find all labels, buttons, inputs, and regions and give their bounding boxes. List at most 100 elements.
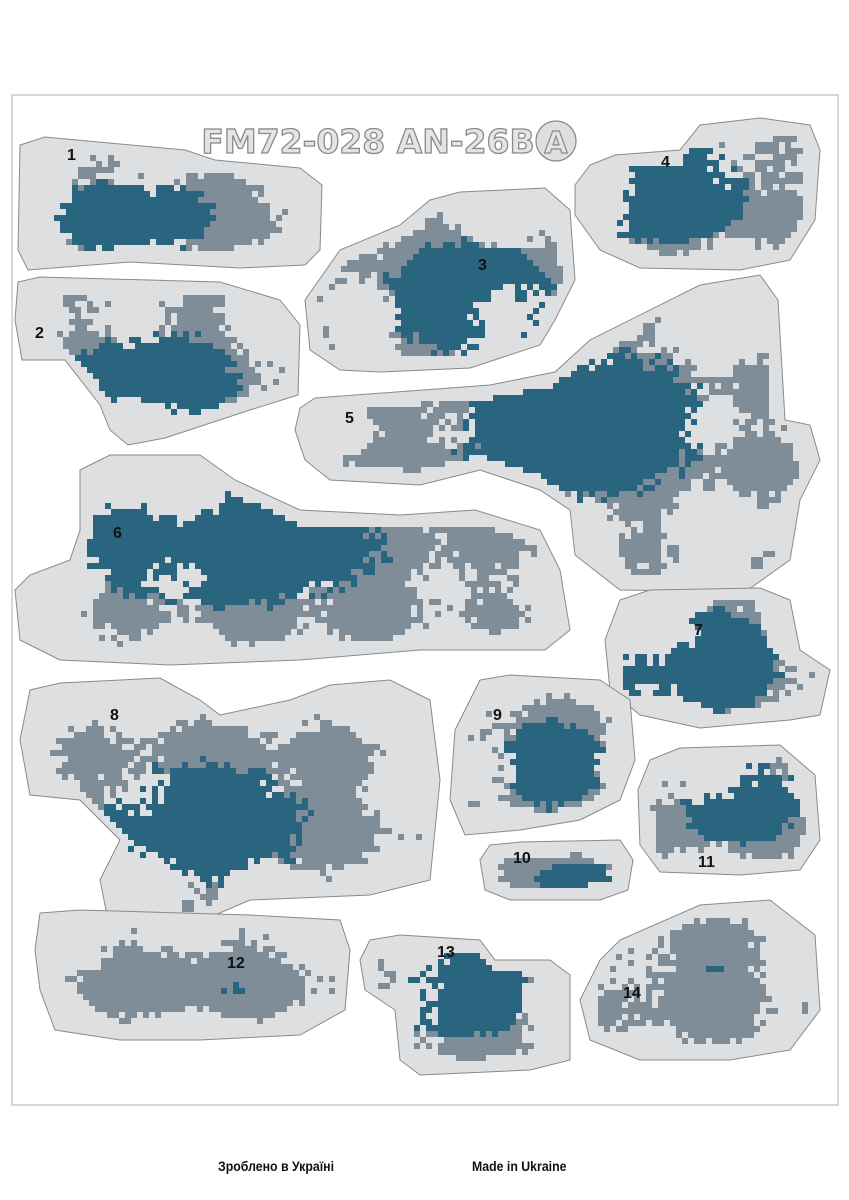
camo-blue-cell [697,443,703,449]
camo-blue-cell [497,278,503,284]
camo-blue-cell [767,666,773,672]
camo-blue-cell [683,678,689,684]
camo-blue-cell [105,503,111,509]
camo-blue-cell [479,290,485,296]
camo-grey-cell [231,611,237,617]
camo-blue-cell [533,278,539,284]
camo-grey-cell [339,629,345,635]
camo-blue-cell [132,185,138,191]
camo-grey-cell [302,780,308,786]
camo-blue-cell [713,226,719,232]
camo-blue-cell [105,563,111,569]
camo-grey-cell [350,792,356,798]
camo-grey-cell [507,611,513,617]
camo-blue-cell [165,373,171,379]
camo-blue-cell [174,191,180,197]
camo-blue-cell [213,379,219,385]
camo-blue-cell [623,666,629,672]
camo-blue-cell [707,612,713,618]
camo-blue-cell [171,409,177,415]
camo-grey-cell [92,798,98,804]
camo-blue-cell [195,355,201,361]
camo-grey-cell [344,768,350,774]
camo-blue-cell [195,343,201,349]
camo-blue-cell [135,569,141,575]
camo-grey-cell [625,491,631,497]
camo-blue-cell [291,521,297,527]
camo-blue-cell [207,509,213,515]
camo-grey-cell [320,792,326,798]
camo-grey-cell [357,569,363,575]
camo-blue-cell [707,148,713,154]
camo-blue-cell [619,371,625,377]
camo-blue-cell [413,260,419,266]
camo-blue-cell [649,449,655,455]
camo-grey-cell [751,395,757,401]
camo-grey-cell [797,208,803,214]
camo-grey-cell [135,635,141,641]
camo-grey-cell [321,605,327,611]
camo-grey-cell [583,491,589,497]
camo-grey-cell [769,473,775,479]
camo-grey-cell [333,593,339,599]
camo-blue-cell [108,203,114,209]
camo-grey-cell [123,605,129,611]
sheet-frame [11,94,839,1106]
camo-blue-cell [129,361,135,367]
camo-blue-cell [595,401,601,407]
camo-blue-cell [108,227,114,233]
camo-blue-cell [631,383,637,389]
camo-blue-cell [655,443,661,449]
camo-blue-cell [731,702,737,708]
camo-grey-cell [92,756,98,762]
camo-grey-cell [411,617,417,623]
camo-grey-cell [355,455,361,461]
camo-grey-cell [779,190,785,196]
camo-blue-cell [671,214,677,220]
camo-grey-cell [272,732,278,738]
camo-blue-cell [207,551,213,557]
camo-blue-cell [595,431,601,437]
camo-blue-cell [607,455,613,461]
camo-grey-cell [521,248,527,254]
camo-grey-cell [483,557,489,563]
camo-grey-cell [631,557,637,563]
camo-grey-cell [749,154,755,160]
camo-blue-cell [279,515,285,521]
camo-grey-cell [745,365,751,371]
camo-blue-cell [695,148,701,154]
camo-blue-cell [168,209,174,215]
camo-blue-cell [141,551,147,557]
camo-grey-cell [279,605,285,611]
camo-blue-cell [761,672,767,678]
camo-blue-cell [150,203,156,209]
camo-blue-cell [90,227,96,233]
camo-blue-cell [493,413,499,419]
camo-grey-cell [507,605,513,611]
camo-blue-cell [701,696,707,702]
camo-blue-cell [171,355,177,361]
camo-blue-cell [357,563,363,569]
camo-blue-cell [201,509,207,515]
camo-blue-cell [206,786,212,792]
camo-grey-cell [401,260,407,266]
camo-grey-cell [218,750,224,756]
camo-blue-cell [395,296,401,302]
camo-blue-cell [461,278,467,284]
camo-blue-cell [529,419,535,425]
camo-blue-cell [206,762,212,768]
camo-grey-cell [356,804,362,810]
camo-blue-cell [165,343,171,349]
camo-grey-cell [164,732,170,738]
camo-blue-cell [141,587,147,593]
camo-blue-cell [207,373,213,379]
camo-grey-cell [87,331,93,337]
camo-blue-cell [553,419,559,425]
camo-grey-cell [356,798,362,804]
camo-blue-cell [231,533,237,539]
camo-blue-cell [499,413,505,419]
camo-grey-cell [381,545,387,551]
camo-blue-cell [505,461,511,467]
camo-grey-cell [333,617,339,623]
camo-grey-cell [495,593,501,599]
